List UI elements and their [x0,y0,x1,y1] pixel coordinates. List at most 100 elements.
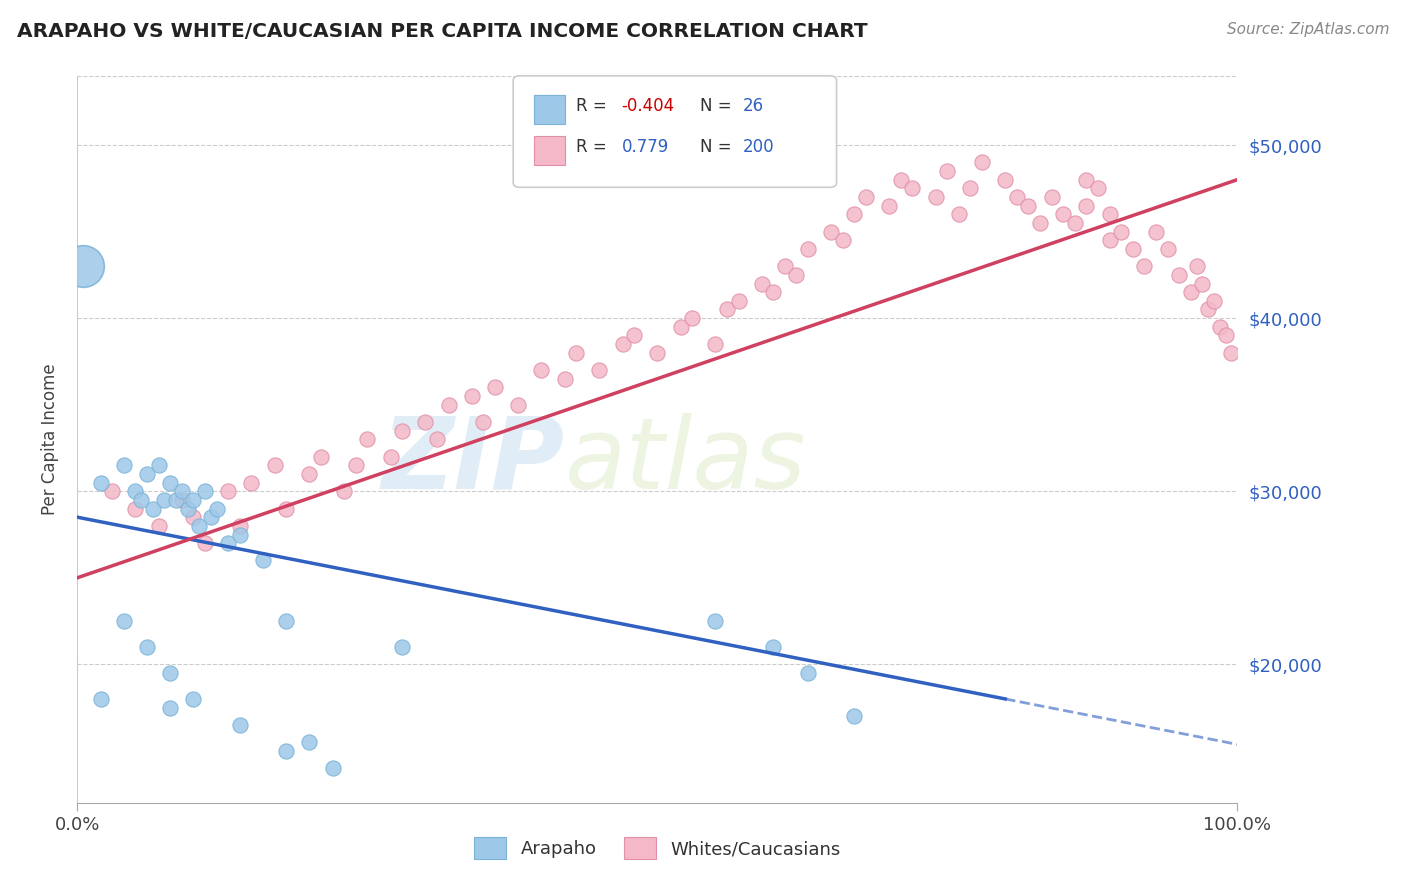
Point [1197,302,1219,317]
Y-axis label: Per Capita Income: Per Capita Income [41,364,59,515]
Point [1063,216,1085,230]
Point [176,501,198,516]
Point [877,199,901,213]
Point [321,761,344,775]
Point [90,692,111,706]
Point [263,458,285,473]
Point [1005,190,1028,204]
Point [972,155,994,169]
Point [948,207,970,221]
Text: N =: N = [700,138,737,156]
Text: -0.404: -0.404 [621,97,675,115]
Point [820,225,842,239]
Point [588,363,610,377]
Text: 26: 26 [742,97,763,115]
Point [183,692,205,706]
Point [112,614,135,628]
Point [153,492,176,507]
Point [1209,319,1232,334]
Point [356,432,378,446]
Point [391,424,413,438]
Point [205,501,228,516]
Point [426,432,449,446]
Point [90,475,111,490]
Point [159,475,181,490]
Point [298,467,321,481]
Point [217,536,239,550]
Point [124,501,146,516]
Point [623,328,645,343]
Point [309,450,332,464]
Text: N =: N = [700,97,737,115]
Point [669,319,692,334]
Point [1076,172,1098,186]
Point [704,337,727,351]
Point [844,709,866,723]
Point [228,527,252,541]
Point [994,172,1017,186]
Point [1185,259,1208,273]
Point [200,510,222,524]
Point [773,259,796,273]
Point [159,700,181,714]
Legend: Arapaho, Whites/Caucasians: Arapaho, Whites/Caucasians [467,830,848,866]
Point [165,492,187,507]
Point [1087,181,1109,195]
Point [112,458,135,473]
Point [565,345,588,359]
Point [391,640,413,654]
Point [1076,199,1098,213]
Point [530,363,553,377]
Point [217,484,239,499]
Point [925,190,948,204]
Point [413,415,436,429]
Text: ZIP: ZIP [381,413,565,509]
Point [298,735,321,749]
Point [274,744,298,758]
Point [228,718,252,732]
Point [437,398,460,412]
Point [101,484,124,499]
Point [1191,277,1213,291]
Point [704,614,727,628]
Point [72,259,94,273]
Point [194,484,217,499]
Point [129,492,152,507]
Point [170,492,193,507]
Point [1029,216,1052,230]
Point [554,372,576,386]
Point [183,492,205,507]
Point [681,311,703,326]
Point [1018,199,1040,213]
Point [901,181,924,195]
Point [274,501,298,516]
Point [135,640,157,654]
Point [762,640,785,654]
Point [240,475,263,490]
Text: ARAPAHO VS WHITE/CAUCASIAN PER CAPITA INCOME CORRELATION CHART: ARAPAHO VS WHITE/CAUCASIAN PER CAPITA IN… [17,22,868,41]
Point [472,415,495,429]
Point [855,190,877,204]
Point [484,380,506,394]
Point [1220,345,1243,359]
Point [194,536,217,550]
Text: R =: R = [576,97,613,115]
Point [135,467,157,481]
Point [1111,225,1133,239]
Point [797,242,820,256]
Point [1098,233,1121,247]
Text: 0.779: 0.779 [621,138,669,156]
Point [148,519,170,533]
Point [959,181,981,195]
Point [506,398,529,412]
Point [188,519,211,533]
Point [1040,190,1063,204]
Point [461,389,484,403]
Point [159,665,181,680]
Point [716,302,738,317]
Point [1098,207,1121,221]
Text: 200: 200 [742,138,773,156]
Point [252,553,274,567]
Point [890,172,912,186]
Text: R =: R = [576,138,613,156]
